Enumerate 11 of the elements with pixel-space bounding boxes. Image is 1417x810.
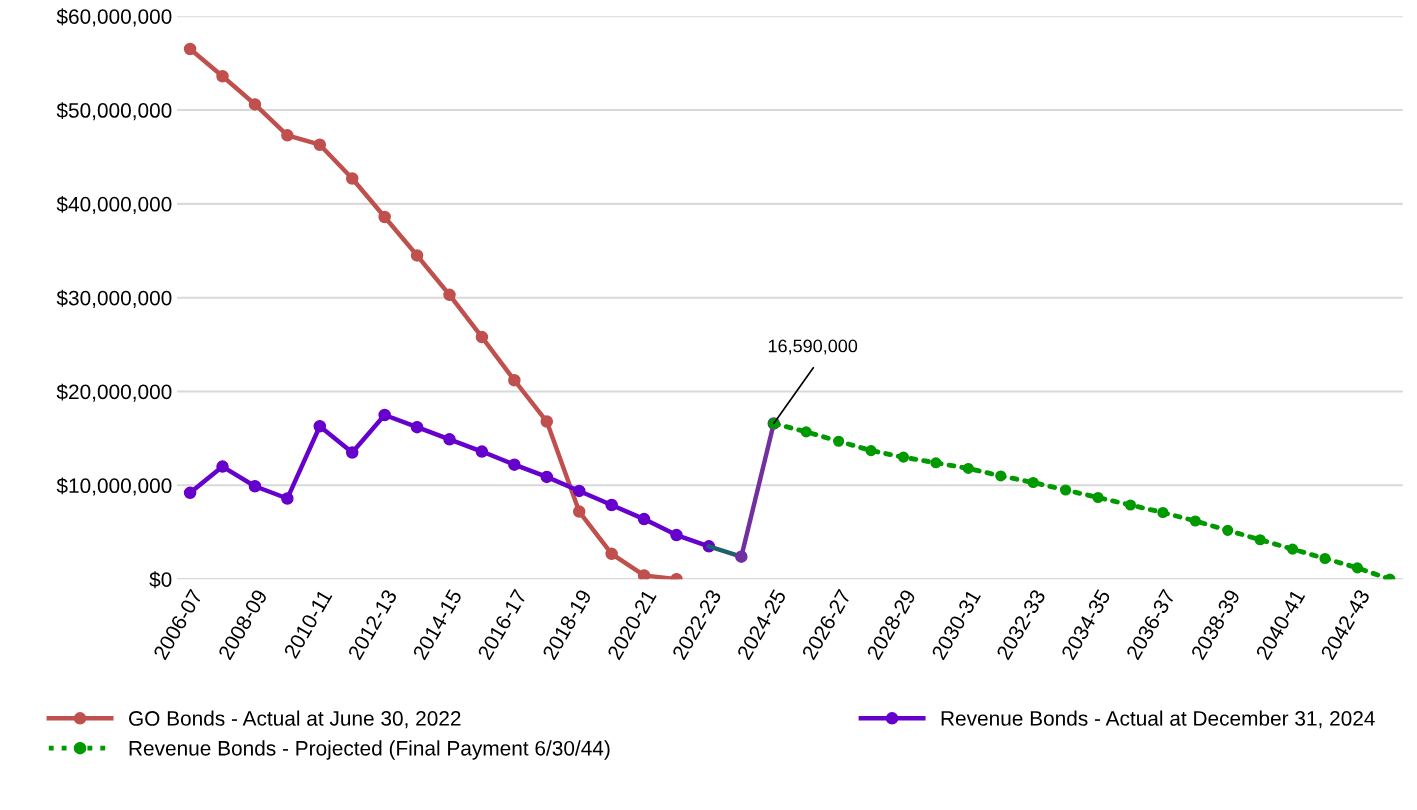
legend-label: Revenue Bonds - Actual at December 31, 2024 <box>941 710 1375 729</box>
y-tick-label: $0 <box>149 571 172 589</box>
y-tick-label: $10,000,000 <box>56 477 172 496</box>
legend-label: GO Bonds - Actual at June 30, 2022 <box>129 710 461 729</box>
y-tick-label: $40,000,000 <box>56 195 172 215</box>
legend-label: Revenue Bonds - Projected (Final Payment 6/30/44) <box>129 740 610 760</box>
y-tick-label: $30,000,000 <box>56 289 172 308</box>
y-tick-label: $60,000,000 <box>56 8 172 27</box>
y-tick-label: $50,000,000 <box>56 102 172 121</box>
y-tick-label: $20,000,000 <box>56 383 172 402</box>
annotation: 16,590,000 <box>768 339 858 355</box>
